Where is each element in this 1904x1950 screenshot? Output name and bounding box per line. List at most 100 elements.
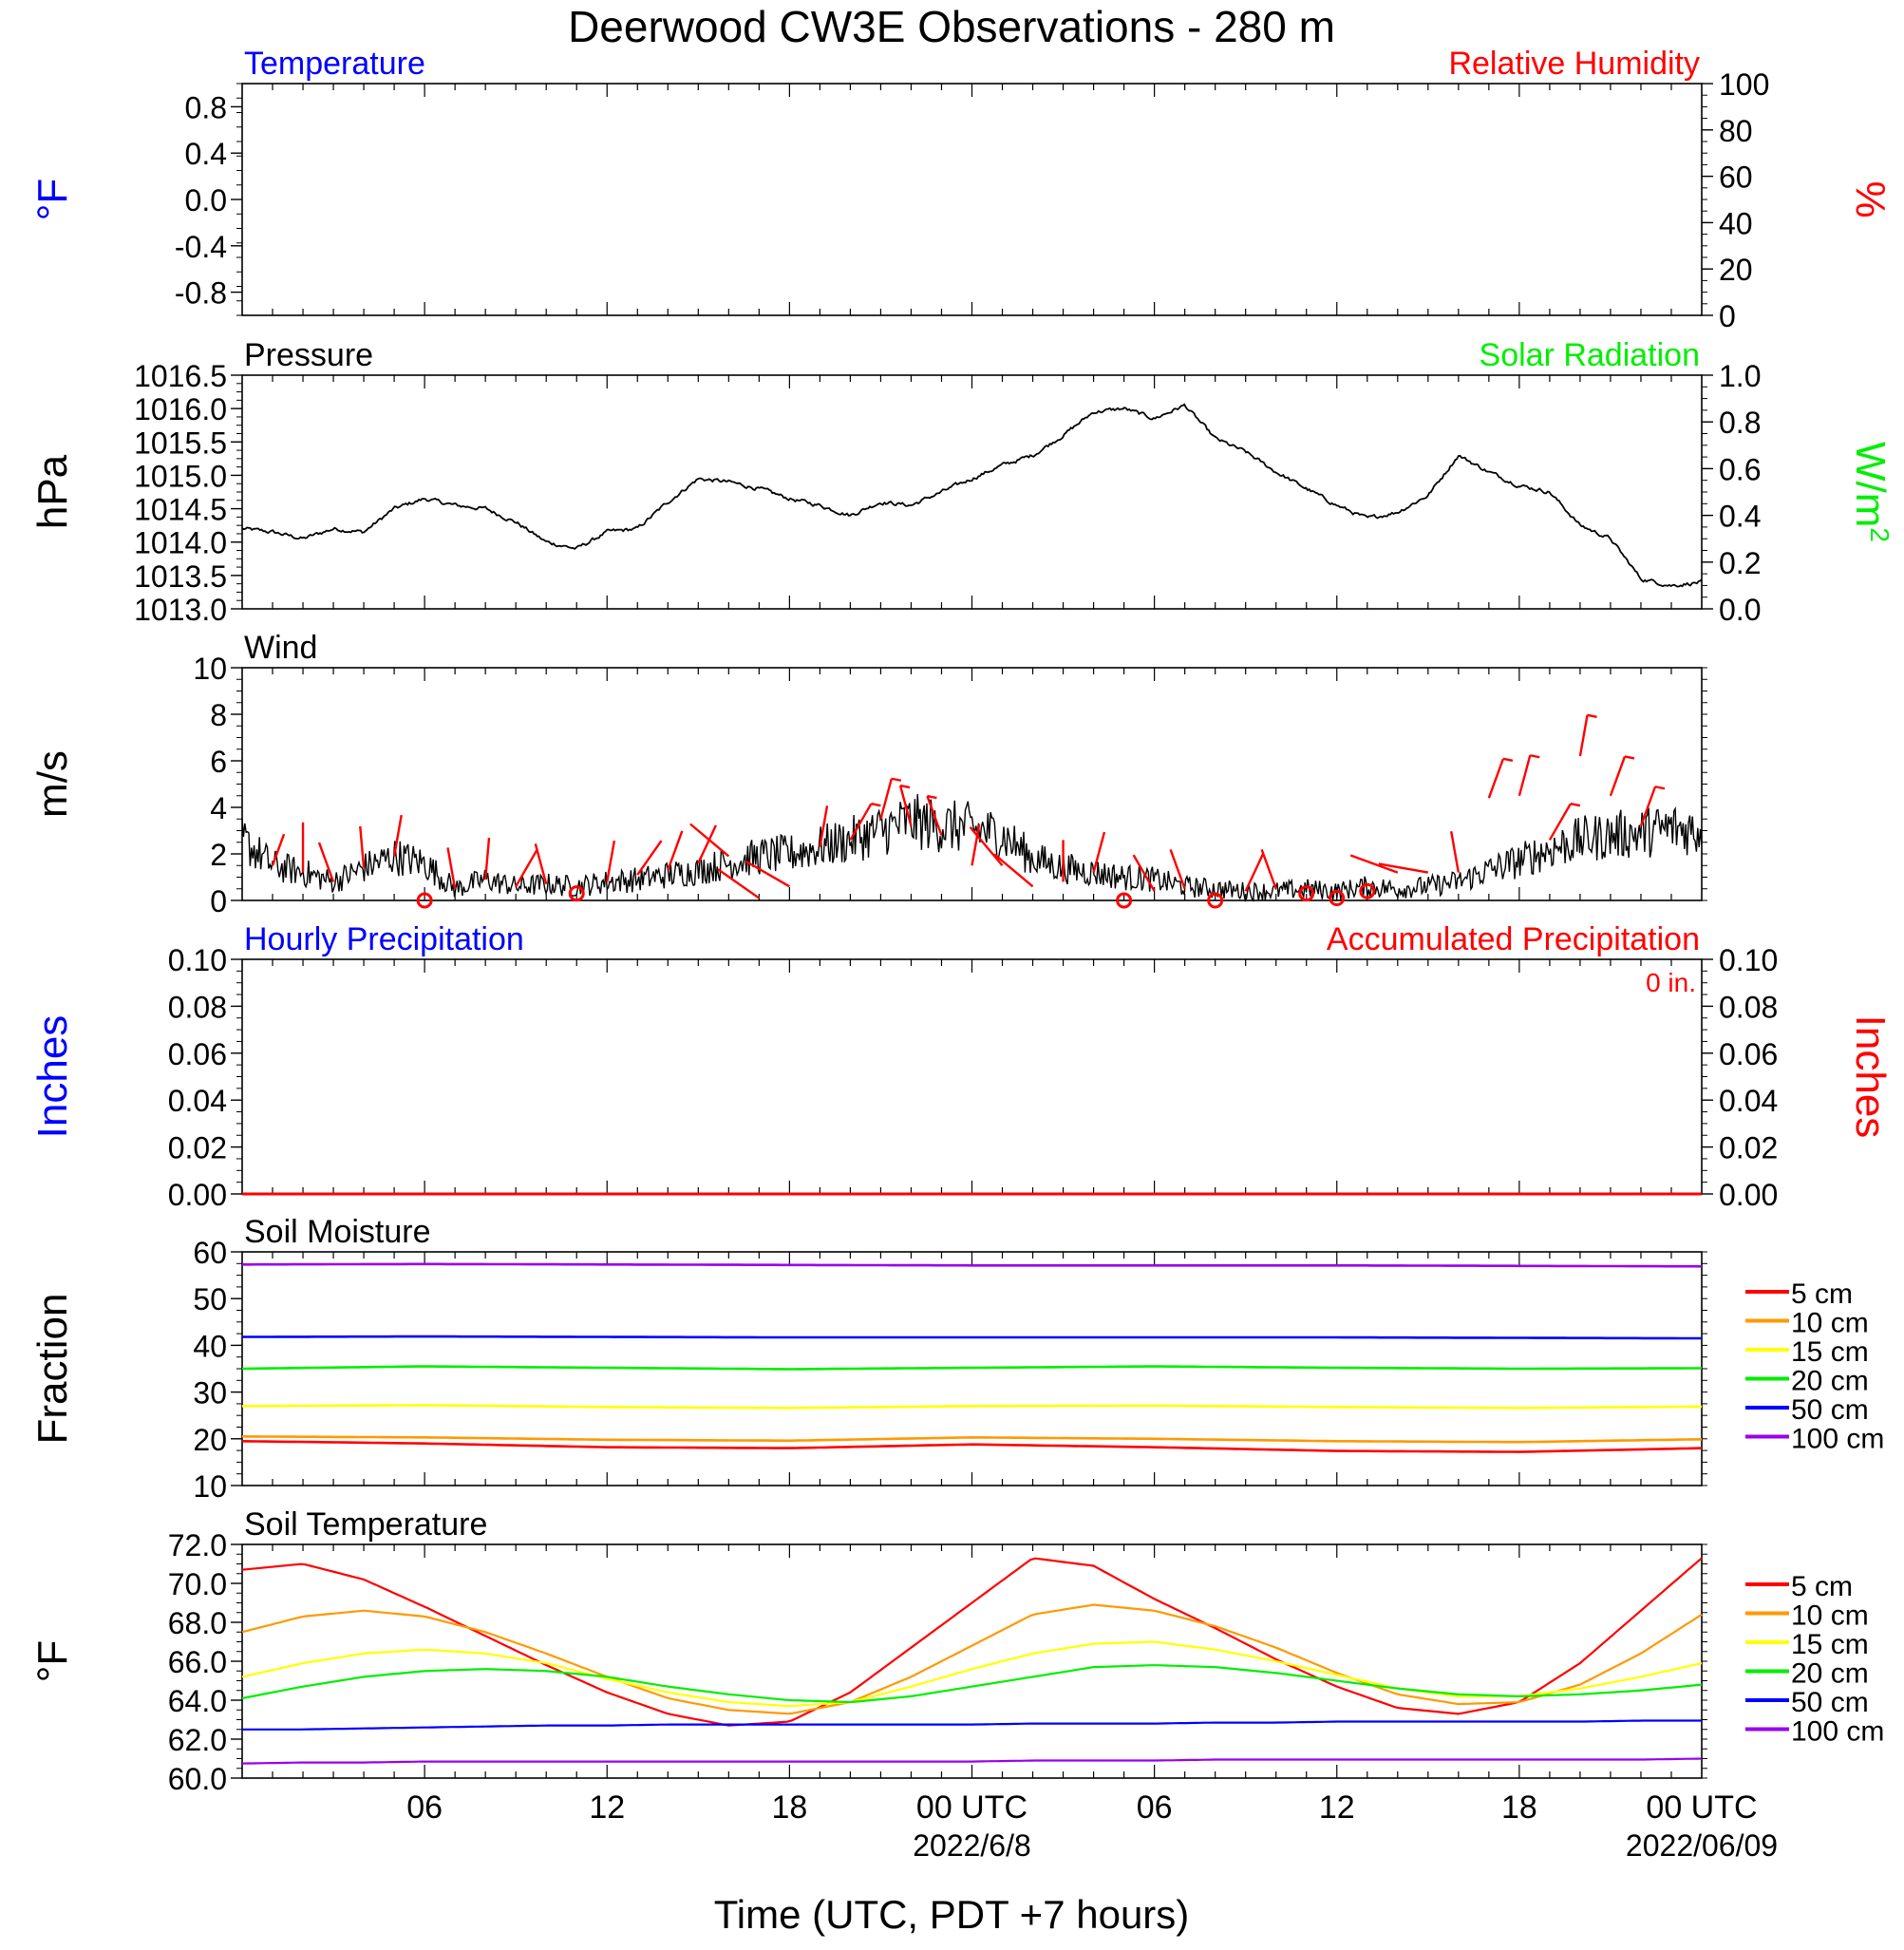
wind-panel: 10 8 6 4 2 0 Wind m/s (29, 630, 1707, 918)
temp-rh-y-right-tick-label: 40 (1719, 206, 1753, 240)
precip-y-tick-label: 0.02 (168, 1131, 227, 1165)
x-tick-label: 06 (1137, 1789, 1173, 1826)
soil-moisture-y-label: Fraction (29, 1294, 76, 1445)
wind-barb (1518, 754, 1532, 797)
soil-temperature-line (241, 1603, 1703, 1715)
pressure-y-tick-label: 1015.5 (134, 426, 227, 460)
x-tick-label: 18 (1501, 1789, 1537, 1826)
x-tick-label: 18 (771, 1789, 807, 1826)
wind-y-tick-label: 6 (210, 745, 227, 779)
wind-barb (483, 838, 491, 880)
soil-temperature-legend-label: 5 cm (1791, 1571, 1853, 1602)
solar-title: Solar Radiation (1480, 337, 1700, 373)
wind-barb-flag (1570, 803, 1581, 807)
wind-barb (606, 840, 616, 882)
temp-rh-y-tick-label: 0.4 (185, 137, 227, 171)
wind-barb-flag (1502, 757, 1514, 763)
soil-moisture-legend-label: 50 cm (1791, 1394, 1869, 1426)
wind-barb (446, 847, 457, 889)
wind-barb (1260, 848, 1277, 890)
wind-barb (971, 824, 981, 866)
soil-moisture-y-tick-label: 50 (193, 1282, 227, 1316)
temperature-y-label: °F (29, 179, 76, 220)
pressure-y-tick-label: 1014.5 (134, 493, 227, 527)
pressure-y-tick-label: 1015.0 (134, 459, 227, 493)
soil-temperature-line (241, 1557, 1703, 1727)
temp-rh-y-right-tick-label: 0 (1719, 299, 1736, 333)
temperature-humidity-panel: 0.8 0.4 0.0 -0.4 -0.8 100 80 60 40 20 0 Temperature… (29, 46, 1894, 333)
wind-barb (1378, 862, 1429, 874)
wind-barb (1578, 714, 1589, 757)
soil-temperature-legend-label: 15 cm (1791, 1629, 1869, 1660)
pressure-y-right-tick-label: 0.4 (1719, 500, 1761, 534)
soil-temperature-line (241, 1664, 1703, 1704)
soil-moisture-title: Soil Moisture (244, 1214, 431, 1250)
wind-barb (1092, 831, 1106, 873)
x-date-label: 2022/06/09 (1626, 1828, 1778, 1863)
precip-y-right-tick-label: 0.10 (1719, 943, 1778, 977)
soil-temperature-panel: 72.0 70.0 68.0 66.0 64.0 62.0 60.0 Soil Tempera… (29, 1506, 1884, 1796)
wind-barb (879, 778, 893, 820)
wind-y-tick-label: 10 (193, 652, 227, 686)
wind-y-tick-label: 8 (210, 698, 227, 732)
soil-moisture-y-tick-label: 40 (193, 1329, 227, 1363)
precip-y-tick-label: 0.10 (168, 943, 227, 977)
wind-barb-flag (1624, 755, 1635, 760)
wind-barb-flag (871, 803, 881, 807)
temp-rh-y-right-tick-label: 20 (1719, 253, 1753, 287)
x-tick-label: 12 (1319, 1789, 1355, 1826)
wind-barb (1487, 758, 1505, 799)
precip-y-right-tick-label: 0.06 (1719, 1037, 1778, 1071)
pressure-line (241, 403, 1703, 588)
precip-y-tick-label: 0.04 (168, 1084, 227, 1118)
temp-rh-y-tick-label: -0.4 (175, 230, 227, 264)
x-axis-title: Time (UTC, PDT +7 hours) (714, 1892, 1190, 1937)
wind-barb (1244, 852, 1265, 892)
temp-rh-y-right-tick-label: 100 (1719, 67, 1769, 102)
wind-barb (926, 795, 943, 836)
pressure-solar-panel: 1016.51016.01015.51015.01014.51014.01013… (29, 337, 1895, 627)
wind-barb (359, 825, 366, 868)
pressure-title: Pressure (244, 337, 373, 373)
precip-y-right-tick-label: 0.04 (1719, 1084, 1778, 1118)
soil-moisture-panel: 60 50 40 30 20 10 Soil Moisture Fraction 5 cm10 … (29, 1214, 1884, 1504)
soil-moisture-legend-label: 10 cm (1791, 1308, 1869, 1339)
temp-rh-y-tick-label: -0.8 (175, 276, 227, 311)
pressure-y-right-tick-label: 0.2 (1719, 546, 1761, 580)
pressure-y-tick-label: 1016.5 (134, 359, 227, 393)
humidity-y-label: % (1847, 180, 1894, 218)
wind-barb (745, 860, 790, 888)
wind-calm-marker (1116, 892, 1133, 909)
temp-rh-y-tick-label: 0.8 (185, 90, 227, 124)
wind-calm-marker (416, 892, 433, 909)
wind-barb (1548, 803, 1572, 841)
soil-moisture-legend-label: 20 cm (1791, 1366, 1869, 1397)
x-axis: Time (UTC, PDT +7 hours) 06 12 18 00 UTC 06 1… (406, 1789, 1778, 1937)
accumulated-precipitation-title: Accumulated Precipitation (1327, 921, 1700, 957)
precip-y-tick-label: 0.00 (168, 1178, 227, 1212)
wind-calm-marker (1329, 890, 1346, 907)
wind-barb-flag (899, 784, 911, 789)
hourly-precipitation-y-label: Inches (29, 1015, 76, 1139)
soil-temperature-legend-label: 10 cm (1791, 1600, 1869, 1632)
soil-temp-y-tick-label: 64.0 (168, 1684, 227, 1718)
soil-moisture-legend-label: 5 cm (1791, 1278, 1853, 1310)
wind-barb (819, 805, 829, 847)
temp-rh-y-right-tick-label: 60 (1719, 161, 1753, 195)
x-tick-label: 00 UTC (1646, 1789, 1757, 1826)
soil-moisture-line (241, 1365, 1702, 1371)
wind-barb (636, 840, 663, 876)
temperature-title: Temperature (244, 46, 425, 82)
x-tick-label: 12 (589, 1789, 625, 1826)
pressure-y-right-tick-label: 0.6 (1719, 452, 1761, 486)
soil-temp-y-tick-label: 66.0 (168, 1645, 227, 1679)
pressure-y-tick-label: 1013.5 (134, 559, 227, 594)
wind-barb-flag (1587, 713, 1597, 718)
wind-y-tick-label: 0 (210, 884, 227, 918)
soil-moisture-legend-label: 100 cm (1791, 1424, 1884, 1455)
precip-y-tick-label: 0.08 (168, 990, 227, 1024)
wind-barb (515, 849, 538, 887)
wind-y-label: m/s (29, 750, 76, 818)
